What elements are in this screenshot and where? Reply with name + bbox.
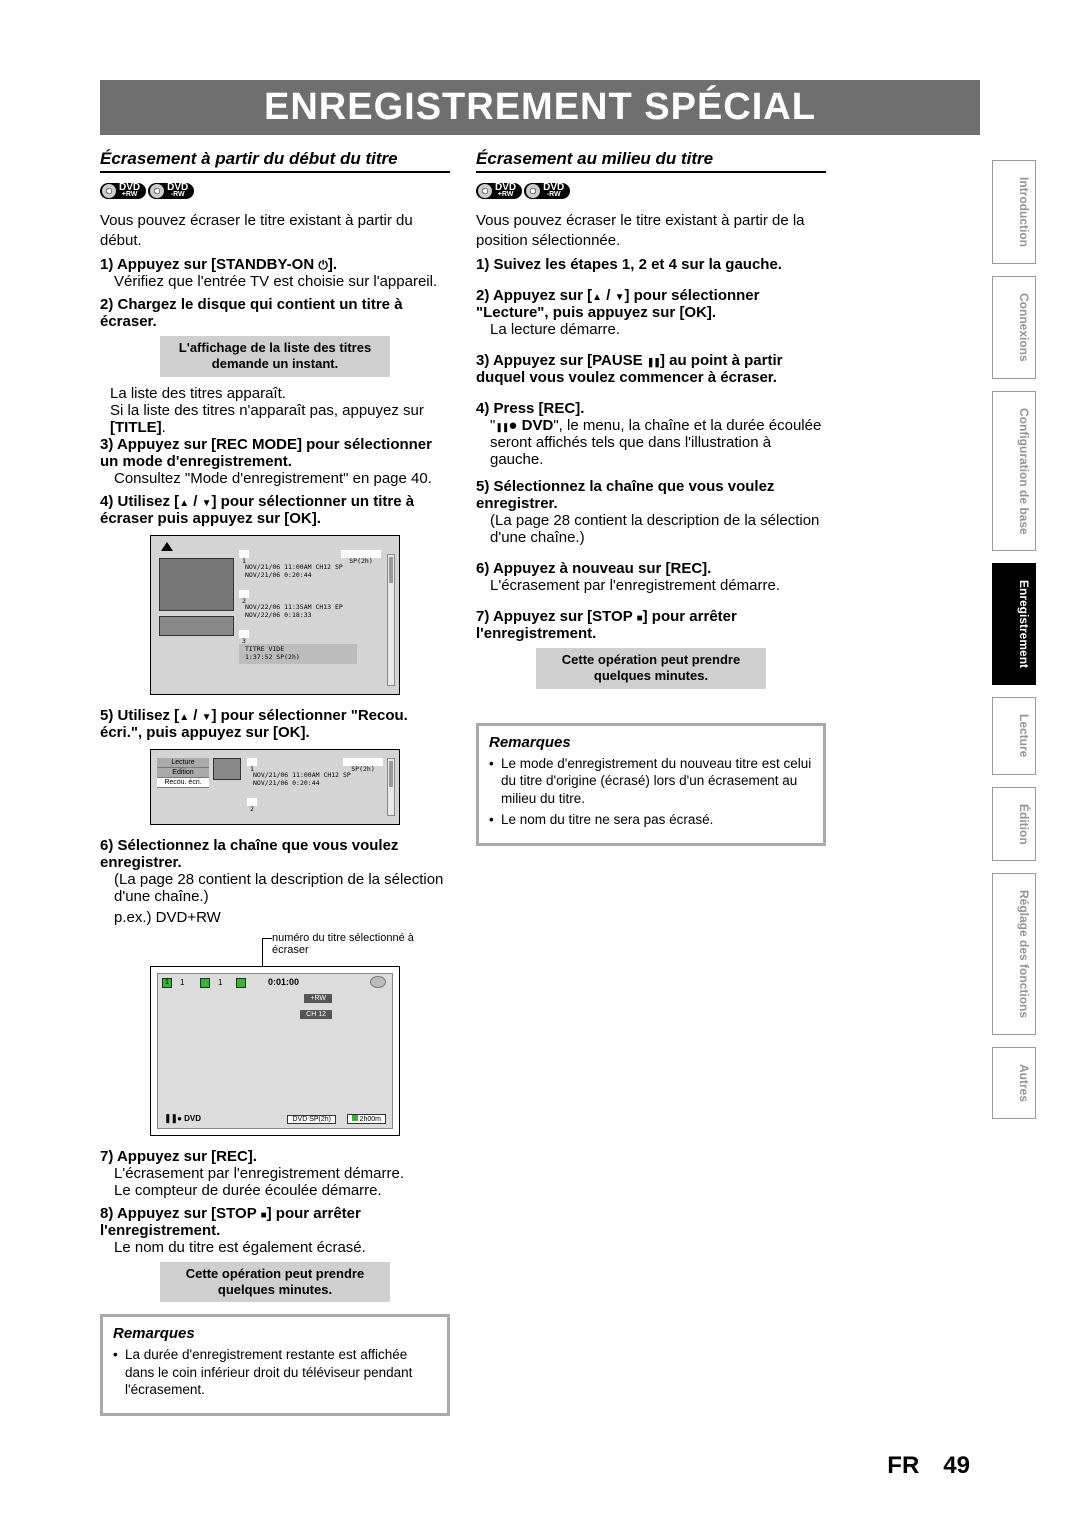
pause-icon [647,352,660,369]
dvd-badges: DVD+RW DVD-RW [100,183,450,199]
side-tab[interactable]: Édition [992,787,1036,862]
left-heading: Écrasement à partir du début du titre [100,149,450,173]
right-notes: Remarques Le mode d'enregistrement du no… [476,723,826,846]
pause-icon [495,417,508,434]
left-step-1: 1) Appuyez sur [STANDBY-ON ]. Vérifiez q… [100,256,450,290]
right-step-3: 3) Appuyez sur [PAUSE ] au point à parti… [476,352,826,386]
side-tab[interactable]: Réglage des fonctions [992,873,1036,1035]
right-step-1: 1) Suivez les étapes 1, 2 et 4 sur la ga… [476,256,826,273]
note-item: Le nom du titre ne sera pas écrasé. [489,811,813,829]
figure-record-screen: 1 1 1 0:01:00 +RW CH 12 ● DVD DVD SP(2h)… [150,966,400,1136]
side-tab[interactable]: Connexions [992,276,1036,379]
dvd-rw-plus-badge: DVD+RW [100,183,146,199]
grey-box-1: L'affichage de la liste des titres deman… [160,336,390,377]
page-content: ENREGISTREMENT SPÉCIAL Écrasement à part… [100,80,980,1416]
up-icon [592,287,602,304]
figure-menu: Lecture Edition Recou. écri. 1 SP(2h) NO… [150,749,400,825]
page-number: FR49 [887,1452,970,1480]
left-notes: Remarques La durée d'enregistrement rest… [100,1314,450,1416]
left-step-6: 6) Sélectionnez la chaîne que vous voule… [100,837,450,926]
side-tab[interactable]: Enregistrement [992,563,1036,685]
page-title: ENREGISTREMENT SPÉCIAL [100,80,980,135]
callout: numéro du titre sélectionné à écraser [240,932,450,958]
dvd-rw-plus-badge: DVD+RW [476,183,522,199]
left-step-4: 4) Utilisez [ / ] pour sélectionner un t… [100,493,450,527]
down-icon [202,707,212,724]
dvd-rw-minus-badge: DVD-RW [148,183,194,199]
down-icon [202,493,212,510]
grey-box-3: Cette opération peut prendre quelques mi… [536,648,766,689]
left-step-8: 8) Appuyez sur [STOP ] pour arrêter l'en… [100,1205,450,1256]
left-column: Écrasement à partir du début du titre DV… [100,149,450,1416]
note-item: La durée d'enregistrement restante est a… [113,1346,437,1399]
side-tabs: Introduction Connexions Configuration de b… [992,160,1036,1131]
down-icon [615,287,625,304]
power-icon [318,256,328,273]
right-step-7: 7) Appuyez sur [STOP ] pour arrêter l'en… [476,608,826,642]
note-item: Le mode d'enregistrement du nouveau titr… [489,755,813,808]
grey-box-2: Cette opération peut prendre quelques mi… [160,1262,390,1303]
right-step-4: 4) Press [REC]. "● DVD", le menu, la cha… [476,400,826,468]
side-tab[interactable]: Lecture [992,697,1036,774]
up-icon [179,707,189,724]
side-tab[interactable]: Introduction [992,160,1036,264]
right-step-2: 2) Appuyez sur [ / ] pour sélectionner "… [476,287,826,338]
side-tab[interactable]: Configuration de base [992,391,1036,552]
left-intro: Vous pouvez écraser le titre existant à … [100,211,450,250]
dvd-rw-minus-badge: DVD-RW [524,183,570,199]
right-column: Écrasement au milieu du titre DVD+RW DVD… [476,149,826,1416]
up-icon [179,493,189,510]
dvd-badges: DVD+RW DVD-RW [476,183,826,199]
right-intro: Vous pouvez écraser le titre existant à … [476,211,826,250]
right-step-6: 6) Appuyez à nouveau sur [REC]. L'écrase… [476,560,826,594]
columns: Écrasement à partir du début du titre DV… [100,149,980,1416]
left-step-7: 7) Appuyez sur [REC]. L'écrasement par l… [100,1148,450,1199]
left-step-5: 5) Utilisez [ / ] pour sélectionner "Rec… [100,707,450,741]
side-tab[interactable]: Autres [992,1047,1036,1119]
left-step-2: 2) Chargez le disque qui contient un tit… [100,296,450,330]
right-heading: Écrasement au milieu du titre [476,149,826,173]
figure-title-list: 1 SP(2h) NOV/21/06 11:00AM CH12 SP NOV/2… [150,535,400,695]
left-step-3: 3) Appuyez sur [REC MODE] pour sélection… [100,436,450,487]
right-step-5: 5) Sélectionnez la chaîne que vous voule… [476,478,826,546]
